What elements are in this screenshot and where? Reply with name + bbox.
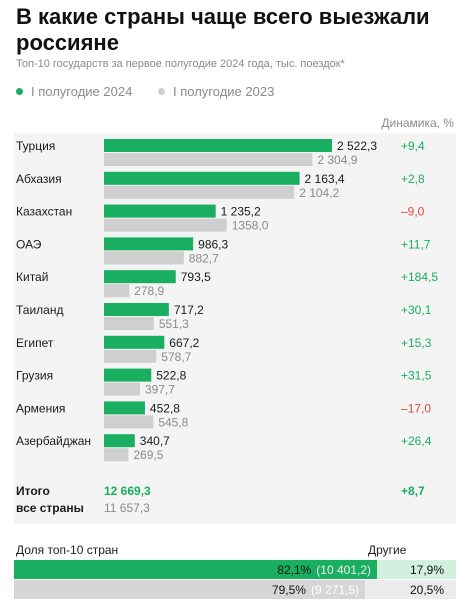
dynamics-value: +11,7 bbox=[401, 237, 431, 251]
value-label-2024: 717,2 bbox=[174, 303, 204, 317]
category-label: Грузия bbox=[16, 369, 53, 383]
share-2024-other: 17,9% bbox=[409, 562, 444, 577]
category-label: Таиланд bbox=[16, 303, 63, 317]
bar-2023 bbox=[104, 153, 313, 166]
total-label: Итого bbox=[16, 484, 50, 498]
chart-subtitle: Топ-10 государств за первое полугодие 20… bbox=[16, 58, 345, 70]
value-label-2023: 551,3 bbox=[159, 317, 189, 331]
share-bar-2023-other: 20,5% bbox=[365, 580, 456, 599]
category-label: Армения bbox=[16, 401, 65, 415]
value-label-2024: 2 522,3 bbox=[337, 139, 377, 153]
bar-2024 bbox=[104, 401, 145, 415]
category-label: Казахстан bbox=[16, 205, 72, 219]
dynamics-value: –9,0 bbox=[401, 205, 425, 219]
value-label-2023: 397,7 bbox=[145, 383, 175, 397]
other-label: Другие bbox=[368, 543, 407, 557]
dynamics-value: +9,4 bbox=[401, 139, 425, 153]
value-label-2023: 545,8 bbox=[158, 415, 188, 429]
share-label: Доля топ-10 стран bbox=[16, 543, 119, 557]
bar-2024 bbox=[104, 171, 300, 185]
chart-title: В какие страны чаще всего выезжали росси… bbox=[16, 4, 430, 55]
bar-2023 bbox=[104, 415, 154, 429]
dynamics-value: +30,1 bbox=[401, 303, 432, 317]
share-bar-2024-other: 17,9% bbox=[377, 560, 456, 579]
value-label-2023: 578,7 bbox=[161, 350, 191, 364]
bar-2023 bbox=[104, 251, 184, 265]
value-label-2024: 2 163,4 bbox=[305, 172, 345, 186]
bar-2024 bbox=[104, 139, 332, 152]
bar-2024 bbox=[104, 335, 165, 349]
value-label-2023: 882,7 bbox=[189, 251, 219, 265]
share-2024-pct: 82,1% bbox=[277, 562, 312, 577]
dynamics-header: Динамика, % bbox=[381, 116, 454, 130]
bar-2024 bbox=[104, 368, 152, 382]
legend-label-2024: I полугодие 2024 bbox=[31, 84, 133, 99]
chart-panel: Турция 2 522,3 2 304,9 +9,4 Абхазия 2 163,4 2 … bbox=[14, 133, 456, 524]
bar-2023 bbox=[104, 218, 227, 232]
bar-2024 bbox=[104, 204, 216, 218]
share-2023-other: 20,5% bbox=[409, 582, 444, 597]
share-bar-2023: 79,5% (9 271,5) 20,5% bbox=[14, 580, 456, 599]
share-bar-2024: 82,1% (10 401,2) 17,9% bbox=[14, 560, 456, 579]
bar-2023 bbox=[104, 382, 140, 396]
value-label-2023: 269,5 bbox=[133, 448, 163, 462]
legend-label-2023: I полугодие 2023 bbox=[173, 84, 275, 99]
bar-2023 bbox=[104, 349, 157, 363]
share-2023-abs: (9 271,5) bbox=[310, 582, 359, 597]
value-label-2024: 340,7 bbox=[140, 434, 170, 448]
legend-dot-gray-icon bbox=[158, 88, 165, 95]
share-2023-pct: 79,5% bbox=[271, 582, 306, 597]
value-label-2023: 1358,0 bbox=[232, 219, 269, 233]
value-label-2024: 793,5 bbox=[181, 270, 211, 284]
category-label: Азербайджан bbox=[16, 434, 91, 448]
value-label-2024: 667,2 bbox=[169, 336, 199, 350]
total-label-sub: все страны bbox=[16, 501, 84, 515]
category-label: ОАЭ bbox=[16, 237, 42, 251]
bar-2023 bbox=[104, 185, 295, 199]
category-label: Египет bbox=[16, 336, 54, 350]
share-bar-2024-main: 82,1% (10 401,2) bbox=[14, 560, 377, 579]
category-label: Абхазия bbox=[16, 172, 62, 186]
legend-item-2023: I полугодие 2023 bbox=[158, 84, 274, 99]
value-label-2023: 2 304,9 bbox=[317, 153, 357, 167]
bar-2023 bbox=[104, 317, 154, 330]
share-2024-abs: (10 401,2) bbox=[316, 562, 371, 577]
total-value-2024: 12 669,3 bbox=[104, 484, 151, 498]
legend-dot-green-icon bbox=[16, 88, 23, 95]
value-label-2023: 278,9 bbox=[134, 284, 164, 298]
bar-2024 bbox=[104, 303, 169, 316]
dynamics-value: +31,5 bbox=[401, 369, 432, 383]
total-value-2023: 11 657,3 bbox=[104, 501, 150, 515]
dynamics-value: +26,4 bbox=[401, 434, 432, 448]
bar-2023 bbox=[104, 284, 130, 298]
value-label-2024: 1 235,2 bbox=[221, 205, 261, 219]
dynamics-value: +184,5 bbox=[401, 270, 438, 284]
bar-2023 bbox=[104, 448, 129, 462]
bar-2024 bbox=[104, 237, 194, 251]
value-label-2023: 2 104,2 bbox=[299, 186, 339, 200]
dynamics-value: –17,0 bbox=[401, 401, 431, 415]
category-label: Китай bbox=[16, 270, 48, 284]
bar-chart: Турция 2 522,32 304,9 +9,4 Абхазия 2 163,42 … bbox=[16, 139, 438, 515]
dynamics-value: +15,3 bbox=[401, 336, 432, 350]
dynamics-value: +2,8 bbox=[401, 172, 425, 186]
bar-2024 bbox=[104, 434, 135, 448]
value-label-2024: 986,3 bbox=[198, 237, 228, 251]
bar-2024 bbox=[104, 270, 176, 284]
value-label-2024: 522,8 bbox=[156, 369, 186, 383]
category-label: Турция bbox=[16, 139, 55, 153]
share-bar-2023-main: 79,5% (9 271,5) bbox=[14, 580, 365, 599]
value-label-2024: 452,8 bbox=[150, 401, 180, 415]
total-dynamics: +8,7 bbox=[401, 484, 425, 498]
legend-item-2024: I полугодие 2024 bbox=[16, 84, 132, 99]
